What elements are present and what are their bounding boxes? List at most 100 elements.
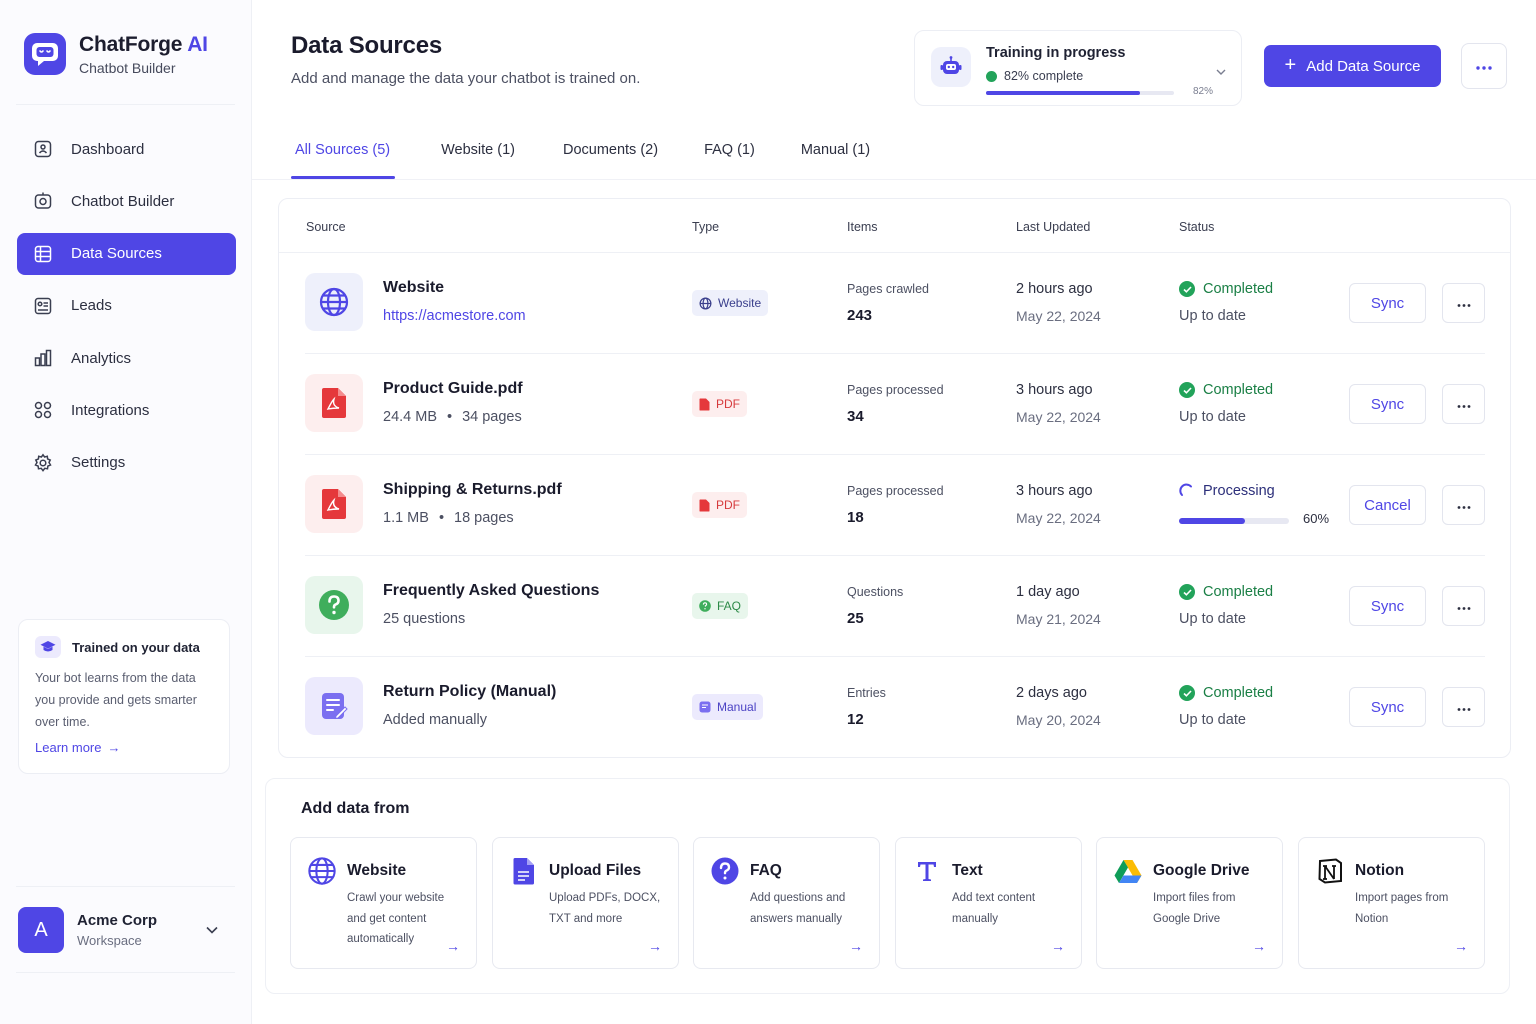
brand[interactable]: ChatForge AI Chatbot Builder — [24, 32, 208, 76]
spinner-icon — [1179, 483, 1195, 499]
analytics-icon — [33, 348, 53, 368]
table-row[interactable]: Return Policy (Manual) Added manually Ma… — [305, 657, 1485, 758]
add-data-source-label: Add Data Source — [1306, 57, 1421, 75]
sidebar-item-analytics[interactable]: Analytics — [17, 337, 236, 379]
chevron-down-icon — [206, 921, 218, 939]
row-more-button[interactable] — [1442, 283, 1485, 323]
items-label: Questions — [847, 585, 904, 599]
add-option-website[interactable]: Website Crawl your website and get conte… — [290, 837, 477, 969]
table-row[interactable]: Shipping & Returns.pdf 1.1 MB • 18 pages P… — [305, 455, 1485, 556]
chevron-down-icon[interactable] — [1216, 63, 1226, 81]
table-row[interactable]: Frequently Asked Questions 25 questions … — [305, 556, 1485, 657]
table-row[interactable]: Product Guide.pdf 24.4 MB • 34 pages PDF P… — [305, 354, 1485, 455]
sidebar-item-integrations[interactable]: Integrations — [17, 389, 236, 431]
sidebar-item-label: Integrations — [71, 401, 150, 419]
sidebar-item-chatbot-builder[interactable]: Chatbot Builder — [17, 180, 236, 222]
items-value: 34 — [847, 408, 864, 425]
status-text: Completed — [1203, 382, 1274, 398]
globe-icon — [307, 856, 337, 886]
status-badge: Processing — [1179, 483, 1275, 499]
add-option-google-drive[interactable]: Google Drive Import files from Google Dr… — [1096, 837, 1283, 969]
source-url-link[interactable]: https://acmestore.com — [383, 308, 526, 324]
items-value: 12 — [847, 711, 864, 728]
column-header-type: Type — [692, 220, 720, 234]
option-title: Upload Files — [549, 862, 642, 879]
option-title: Website — [347, 862, 407, 879]
row-more-button[interactable] — [1442, 687, 1485, 727]
add-option-faq[interactable]: FAQ Add questions and answers manually → — [693, 837, 880, 969]
option-title: FAQ — [750, 862, 782, 879]
check-circle-icon — [1179, 281, 1195, 297]
sidebar-item-settings[interactable]: Settings — [17, 442, 236, 484]
add-option-text[interactable]: Text Add text content manually → — [895, 837, 1082, 969]
tab-website[interactable]: Website (1) — [441, 142, 515, 158]
sidebar-item-label: Chatbot Builder — [71, 192, 175, 210]
question-icon — [305, 576, 363, 634]
option-title: Notion — [1355, 862, 1405, 879]
type-badge: PDF — [692, 391, 747, 417]
add-option-upload-files[interactable]: Upload Files Upload PDFs, DOCX, TXT and … — [492, 837, 679, 969]
trained-info-card: Trained on your data Your bot learns fro… — [18, 619, 230, 774]
manual-note-icon — [305, 677, 363, 735]
source-url[interactable]: https://acmestore.com — [383, 308, 526, 324]
updated-relative: 2 days ago — [1016, 685, 1087, 701]
arrow-right-icon: → — [1252, 938, 1266, 954]
cancel-button[interactable]: Cancel — [1349, 485, 1426, 525]
graduation-cap-icon — [35, 636, 61, 658]
status-badge: Completed — [1179, 584, 1273, 600]
tab-all-sources[interactable]: All Sources (5) — [291, 130, 396, 179]
row-more-button[interactable] — [1442, 485, 1485, 525]
divider — [16, 972, 235, 973]
sync-button[interactable]: Sync — [1349, 283, 1426, 323]
sidebar-item-data-sources[interactable]: Data Sources — [17, 232, 236, 275]
add-data-source-button[interactable]: + Add Data Source — [1264, 45, 1441, 87]
type-badge: PDF — [692, 492, 747, 518]
tab-manual[interactable]: Manual (1) — [800, 142, 871, 158]
option-desc: Add text content manually — [952, 892, 1036, 925]
row-more-button[interactable] — [1442, 586, 1485, 626]
sync-button[interactable]: Sync — [1349, 687, 1426, 727]
tab-faq[interactable]: FAQ (1) — [704, 142, 755, 158]
items-value: 18 — [847, 509, 864, 526]
workspace-switcher[interactable]: A Acme Corp Workspace — [18, 906, 218, 954]
row-more-button[interactable] — [1442, 384, 1485, 424]
learn-more-link[interactable]: Learn more → — [35, 740, 120, 755]
source-meta: 24.4 MB • 34 pages — [383, 409, 522, 425]
file-size: 24.4 MB — [383, 409, 437, 425]
option-title: Google Drive — [1153, 862, 1250, 879]
type-label: FAQ — [717, 599, 742, 613]
source-tabs: All Sources (5) Website (1) Documents (2… — [291, 130, 870, 179]
source-meta: 1.1 MB • 18 pages — [383, 510, 514, 526]
type-label: Website — [718, 296, 762, 310]
arrow-right-icon: → — [1051, 938, 1065, 954]
separator-dot: • — [438, 510, 445, 526]
processing-progress-bar — [1179, 518, 1289, 524]
table-row[interactable]: Website https://acmestore.com Website Pa… — [305, 253, 1485, 354]
status-text: Completed — [1203, 281, 1274, 297]
training-status-card[interactable]: Training in progress 82% complete 82% — [914, 30, 1242, 106]
brand-subtitle: Chatbot Builder — [79, 60, 176, 76]
type-badge: Website — [692, 290, 769, 316]
source-name: Frequently Asked Questions — [383, 582, 600, 599]
workspace-avatar: A — [18, 907, 64, 953]
sidebar-item-leads[interactable]: Leads — [17, 285, 236, 327]
check-circle-icon — [1179, 584, 1195, 600]
sidebar-nav: Dashboard Chatbot Builder Data Sources L… — [17, 128, 236, 494]
items-value: 243 — [847, 307, 873, 324]
sidebar-item-dashboard[interactable]: Dashboard — [17, 128, 236, 170]
info-title: Trained on your data — [35, 636, 213, 658]
plus-icon: + — [1284, 54, 1297, 76]
tab-documents[interactable]: Documents (2) — [562, 142, 659, 158]
updated-relative: 3 hours ago — [1016, 483, 1093, 499]
sync-button[interactable]: Sync — [1349, 384, 1426, 424]
divider — [16, 886, 235, 887]
sync-button[interactable]: Sync — [1349, 586, 1426, 626]
more-options-button[interactable] — [1461, 43, 1507, 89]
status-subtext: Up to date — [1179, 611, 1246, 627]
items-label: Entries — [847, 686, 886, 700]
add-option-notion[interactable]: Notion Import pages from Notion → — [1298, 837, 1485, 969]
column-header-source: Source — [306, 220, 346, 234]
chatbot-builder-icon — [33, 191, 53, 211]
header-divider — [279, 252, 1510, 253]
sidebar-item-label: Leads — [71, 297, 112, 315]
